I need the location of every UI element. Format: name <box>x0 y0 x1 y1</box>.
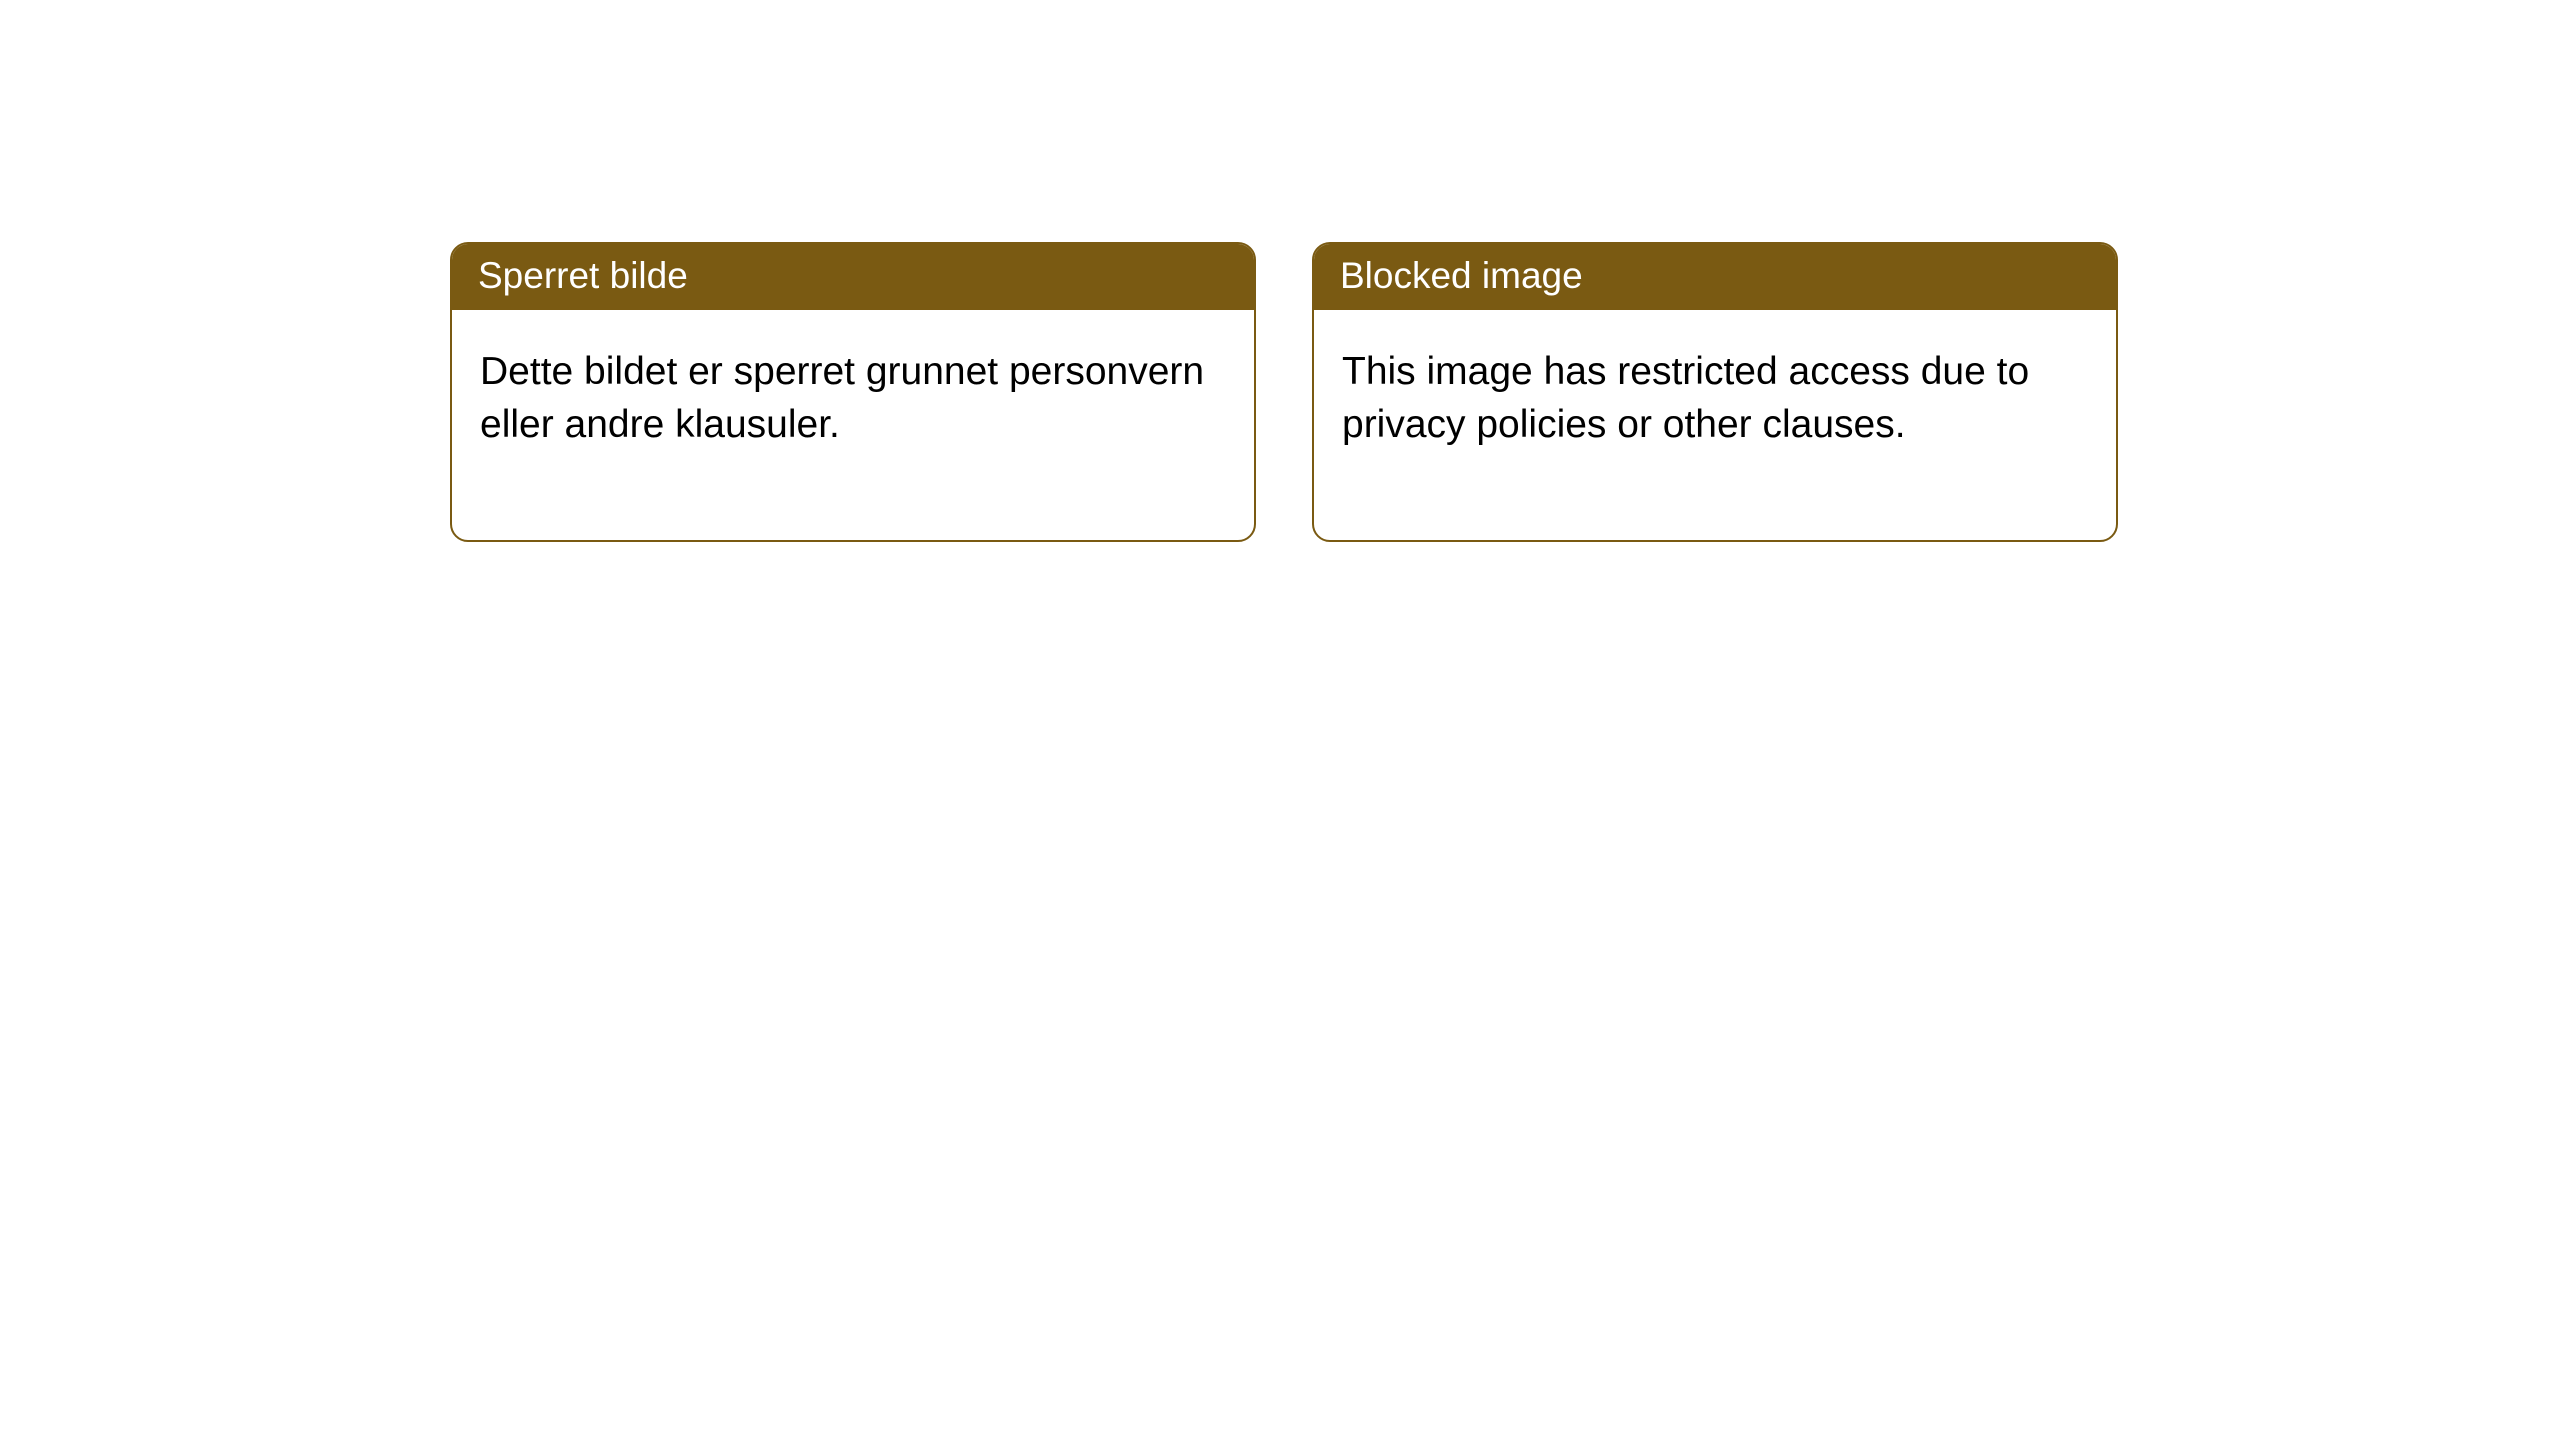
notice-message-norwegian: Dette bildet er sperret grunnet personve… <box>452 310 1254 539</box>
notice-container: Sperret bilde Dette bildet er sperret gr… <box>0 0 2560 542</box>
notice-title-english: Blocked image <box>1314 244 2116 310</box>
notice-title-norwegian: Sperret bilde <box>452 244 1254 310</box>
notice-message-english: This image has restricted access due to … <box>1314 310 2116 487</box>
notice-card-english: Blocked image This image has restricted … <box>1312 242 2118 542</box>
notice-card-norwegian: Sperret bilde Dette bildet er sperret gr… <box>450 242 1256 542</box>
